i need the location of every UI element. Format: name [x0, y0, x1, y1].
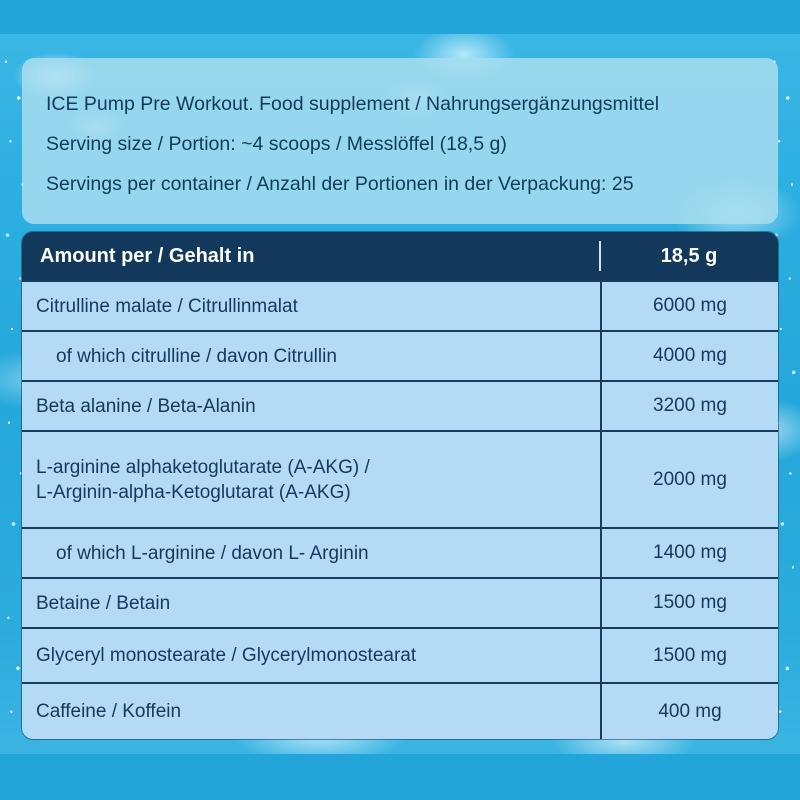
- table-row: L-arginine alphaketoglutarate (A-AKG) / …: [22, 432, 778, 529]
- top-color-band: [0, 0, 800, 34]
- ingredient-name: Betaine / Betain: [36, 592, 171, 614]
- ingredient-amount: 1400 mg: [600, 529, 778, 577]
- servings-per-container-line: Servings per container / Anzahl der Port…: [46, 173, 634, 195]
- product-description-line: ICE Pump Pre Workout. Food supplement / …: [46, 93, 660, 115]
- table-row: of which citrulline / davon Citrullin 40…: [22, 332, 778, 382]
- ingredient-amount: 6000 mg: [600, 282, 778, 330]
- ingredient-name-line-1: L-arginine alphaketoglutarate (A-AKG) /: [36, 456, 370, 478]
- serving-size-line: Serving size / Portion: ~4 scoops / Mess…: [46, 133, 507, 155]
- ingredient-amount: 1500 mg: [600, 579, 778, 627]
- serving-info-panel: ICE Pump Pre Workout. Food supplement / …: [22, 58, 778, 224]
- ingredient-name: of which L-arginine / davon L- Arginin: [56, 542, 369, 564]
- ingredient-name: Beta alanine / Beta-Alanin: [36, 395, 256, 417]
- table-header-row: Amount per / Gehalt in 18,5 g: [22, 232, 778, 282]
- ingredient-amount: 3200 mg: [600, 382, 778, 430]
- ingredient-amount: 1500 mg: [600, 629, 778, 682]
- ingredient-amount: 400 mg: [600, 684, 778, 739]
- table-row: of which L-arginine / davon L- Arginin 1…: [22, 529, 778, 579]
- table-row: Betaine / Betain 1500 mg: [22, 579, 778, 629]
- ingredient-amount: 2000 mg: [600, 432, 778, 527]
- ingredient-name: L-arginine alphaketoglutarate (A-AKG) / …: [22, 455, 600, 505]
- ingredient-name: Glyceryl monostearate / Glycerylmonostea…: [36, 645, 417, 666]
- table-row: Beta alanine / Beta-Alanin 3200 mg: [22, 382, 778, 432]
- table-row: Citrulline malate / Citrullinmalat 6000 …: [22, 282, 778, 332]
- header-serving-amount-label: 18,5 g: [599, 232, 778, 280]
- ingredient-name: Citrulline malate / Citrullinmalat: [36, 295, 298, 317]
- ingredient-name-line-2: L-Arginin-alpha-Ketoglutarat (A-AKG): [36, 481, 351, 503]
- supplement-facts-table: Amount per / Gehalt in 18,5 g Citrulline…: [22, 232, 778, 739]
- ingredient-name: Caffeine / Koffein: [36, 701, 182, 722]
- ingredient-amount: 4000 mg: [600, 332, 778, 380]
- header-amount-per-label: Amount per / Gehalt in: [40, 244, 255, 267]
- table-row: Caffeine / Koffein 400 mg: [22, 684, 778, 739]
- bottom-color-band: [0, 754, 800, 800]
- ingredient-name: of which citrulline / davon Citrullin: [56, 345, 337, 367]
- table-row: Glyceryl monostearate / Glycerylmonostea…: [22, 629, 778, 684]
